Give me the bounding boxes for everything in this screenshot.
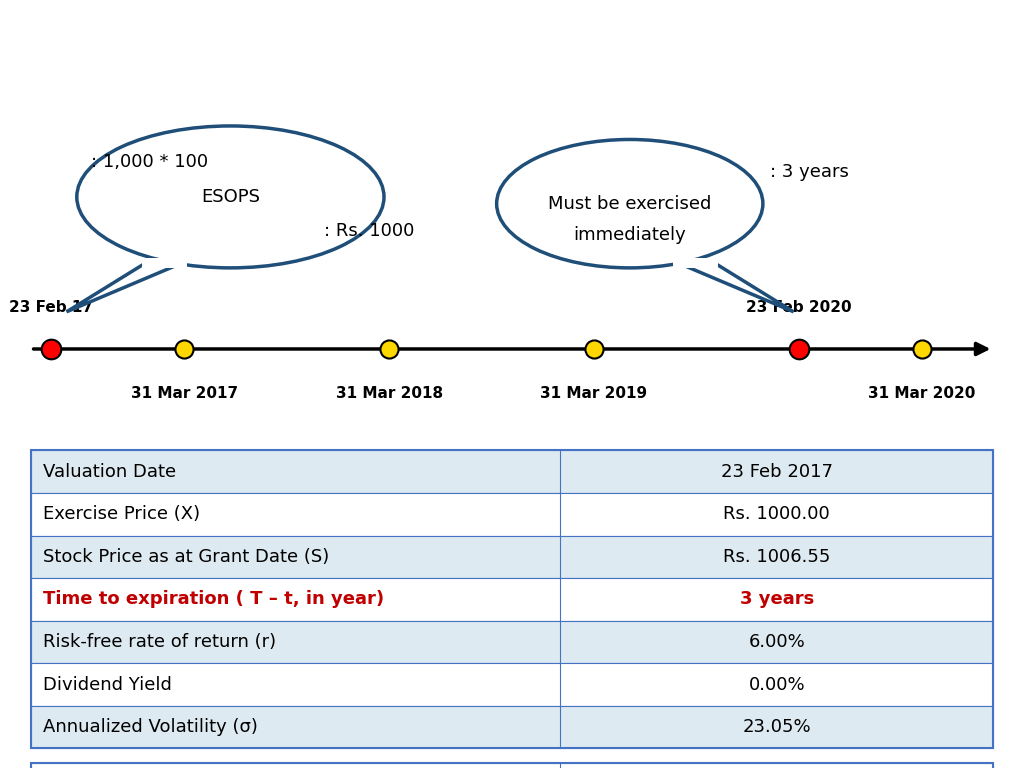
FancyBboxPatch shape [31, 578, 993, 621]
Text: ESOPS: ESOPS [201, 188, 260, 206]
FancyBboxPatch shape [31, 493, 993, 535]
Text: 23.05%: 23.05% [742, 718, 811, 736]
Point [791, 343, 807, 355]
Text: Must be exercised: Must be exercised [548, 194, 712, 213]
Text: Valuation Date: Valuation Date [43, 462, 176, 481]
Point [381, 343, 397, 355]
Text: Time to expiration ( T – t, in year): Time to expiration ( T – t, in year) [43, 591, 384, 608]
Text: 31 Mar 2018: 31 Mar 2018 [336, 386, 442, 401]
FancyBboxPatch shape [31, 763, 993, 768]
Text: 23 Feb 17: 23 Feb 17 [9, 300, 93, 315]
Text: Vesting Date: 3 years: Vesting Date: 3 years [532, 164, 727, 181]
Point [913, 343, 930, 355]
Text: : 3 years: : 3 years [770, 164, 849, 181]
FancyBboxPatch shape [31, 621, 993, 664]
FancyBboxPatch shape [31, 706, 993, 748]
Text: 23 Feb 2020: 23 Feb 2020 [745, 300, 852, 315]
Point [176, 343, 193, 355]
Text: Rs. 1000.00: Rs. 1000.00 [723, 505, 830, 523]
Polygon shape [677, 263, 794, 312]
Text: 0.00%: 0.00% [749, 676, 805, 694]
Text: 31 Mar 2020: 31 Mar 2020 [868, 386, 975, 401]
Text: Strike Price: Rs. 1000: Strike Price: Rs. 1000 [134, 223, 327, 240]
Point [43, 343, 59, 355]
Text: : 1,000 * 100: : 1,000 * 100 [90, 154, 208, 171]
Text: Rs. 1006.55: Rs. 1006.55 [723, 548, 830, 566]
Text: : Rs. 1000: : Rs. 1000 [324, 223, 414, 240]
Text: Risk-free rate of return (r): Risk-free rate of return (r) [43, 633, 276, 651]
Text: immediately: immediately [573, 226, 686, 244]
Text: Exercise Price (X): Exercise Price (X) [43, 505, 200, 523]
Text: 3 years: 3 years [739, 591, 814, 608]
Text: 31 Mar 2017: 31 Mar 2017 [131, 386, 238, 401]
FancyBboxPatch shape [31, 664, 993, 706]
Text: 6.00%: 6.00% [749, 633, 805, 651]
Text: Stock Price as at Grant Date (S): Stock Price as at Grant Date (S) [43, 548, 330, 566]
Text: 31 Mar 2019: 31 Mar 2019 [541, 386, 647, 401]
Text: Grant Date: 1,000 * 100: Grant Date: 1,000 * 100 [122, 154, 339, 171]
Text: 23 Feb 2017: 23 Feb 2017 [721, 462, 833, 481]
Ellipse shape [77, 126, 384, 268]
FancyBboxPatch shape [31, 450, 993, 493]
Polygon shape [142, 258, 187, 268]
Text: Step 1: Determine Fair Value on Grant Date: Step 1: Determine Fair Value on Grant Da… [20, 31, 865, 70]
Text: Annualized Volatility (σ): Annualized Volatility (σ) [43, 718, 258, 736]
FancyBboxPatch shape [31, 535, 993, 578]
Polygon shape [67, 263, 183, 312]
Text: Dividend Yield: Dividend Yield [43, 676, 172, 694]
Point [586, 343, 602, 355]
Polygon shape [673, 258, 718, 268]
Ellipse shape [497, 140, 763, 268]
